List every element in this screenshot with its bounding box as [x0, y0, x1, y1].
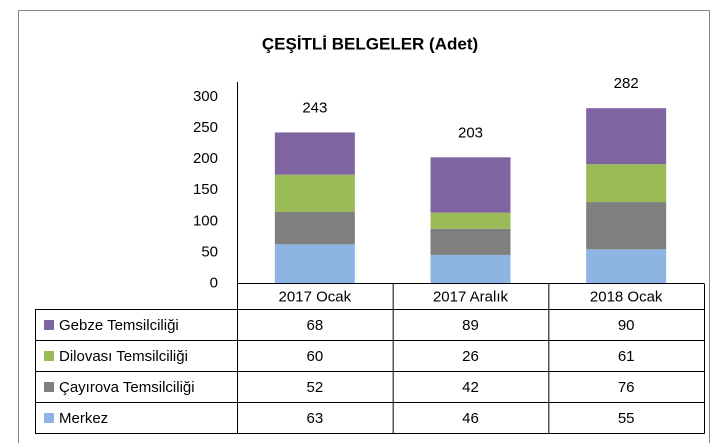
total-label: 282: [614, 75, 639, 92]
legend-label: Merkez: [59, 410, 108, 427]
bar-segment: [430, 212, 511, 229]
y-tick-label: 50: [201, 243, 218, 260]
table-cell: 89: [462, 317, 479, 334]
table-cell: 55: [618, 410, 635, 427]
bar-segment: [586, 108, 667, 165]
bar-segment: [586, 164, 667, 203]
table-cell: 26: [462, 348, 479, 365]
y-tick-label: 250: [193, 119, 218, 136]
legend-label: Çayırova Temsilciliği: [59, 379, 195, 396]
legend-label: Gebze Temsilciliği: [59, 317, 179, 334]
y-tick-label: 200: [193, 150, 218, 167]
table-cell: 42: [462, 379, 479, 396]
bar-segment: [430, 228, 511, 255]
table-cell: 63: [306, 410, 323, 427]
bar-segment: [274, 212, 355, 245]
table-cell: 90: [618, 317, 635, 334]
total-label: 203: [458, 124, 483, 141]
x-tick-label: 2017 Aralık: [433, 288, 509, 305]
legend-swatch: [44, 320, 54, 330]
table-cell: 76: [618, 379, 635, 396]
table-cell: 60: [306, 348, 323, 365]
x-tick-label: 2018 Ocak: [590, 288, 663, 305]
bar-segment: [430, 157, 511, 213]
table-cell: 68: [306, 317, 323, 334]
bar-segment: [274, 132, 355, 175]
bar-segment: [274, 174, 355, 213]
table-cell: 52: [306, 379, 323, 396]
legend-swatch: [44, 413, 54, 423]
y-tick-label: 100: [193, 212, 218, 229]
y-tick-label: 150: [193, 181, 218, 198]
table-cell: 46: [462, 410, 479, 427]
legend-label: Dilovası Temsilciliği: [59, 348, 188, 365]
bar-segment: [586, 249, 667, 284]
y-tick-label: 300: [193, 88, 218, 105]
bar-segment: [274, 244, 355, 284]
legend-swatch: [44, 351, 54, 361]
chart-title: ÇEŞİTLİ BELGELER (Adet): [262, 34, 478, 53]
total-label: 243: [302, 99, 327, 116]
y-tick-label: 0: [210, 274, 218, 291]
x-tick-label: 2017 Ocak: [279, 288, 352, 305]
bar-segment: [430, 254, 511, 284]
bar-segment: [586, 202, 667, 250]
table-cell: 61: [618, 348, 635, 365]
legend-swatch: [44, 382, 54, 392]
